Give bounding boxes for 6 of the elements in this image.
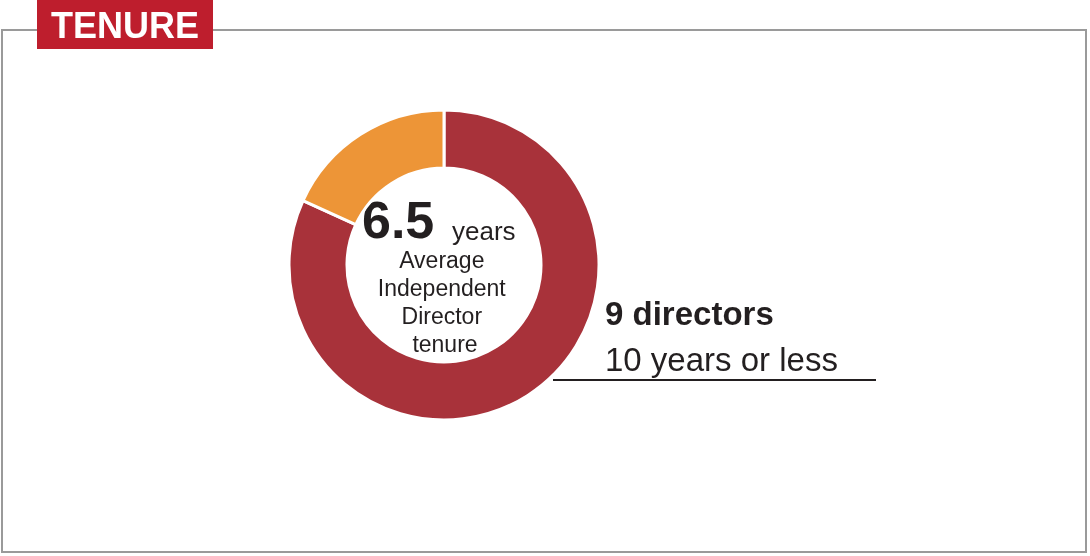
slice-label: 10 years or less: [605, 340, 838, 378]
text: years: [452, 216, 516, 246]
data-label: 9 directors: [605, 294, 774, 332]
text: Average Independent Director tenure: [377, 247, 513, 357]
chart-title: TENURE: [51, 4, 200, 46]
text: 6.5: [362, 191, 435, 249]
